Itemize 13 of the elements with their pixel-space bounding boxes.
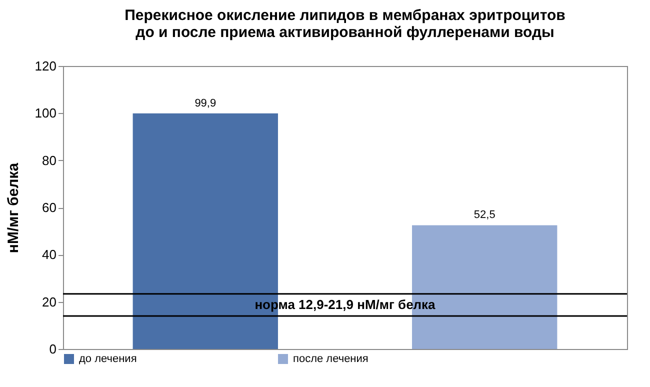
y-tick-label: 80: [42, 152, 56, 168]
y-tick-label: 0: [49, 342, 56, 356]
legend-label: до лечения: [79, 353, 137, 365]
data-label: 52,5: [474, 209, 496, 222]
y-axis-title: нМ/мг белка: [4, 162, 22, 254]
y-tick-label: 40: [42, 247, 56, 262]
y-tick-label: 100: [34, 106, 56, 121]
data-label: 99,9: [194, 97, 216, 110]
y-tick-label: 60: [42, 200, 56, 215]
chart-title: Перекисное окисление липидов в мембранах эритроцитов до и после приема активированной фуллеренами воды: [124, 7, 566, 41]
y-tick-label: 20: [42, 294, 56, 310]
legend-label: после лечения: [293, 353, 368, 365]
y-tick-label: 120: [34, 58, 56, 74]
